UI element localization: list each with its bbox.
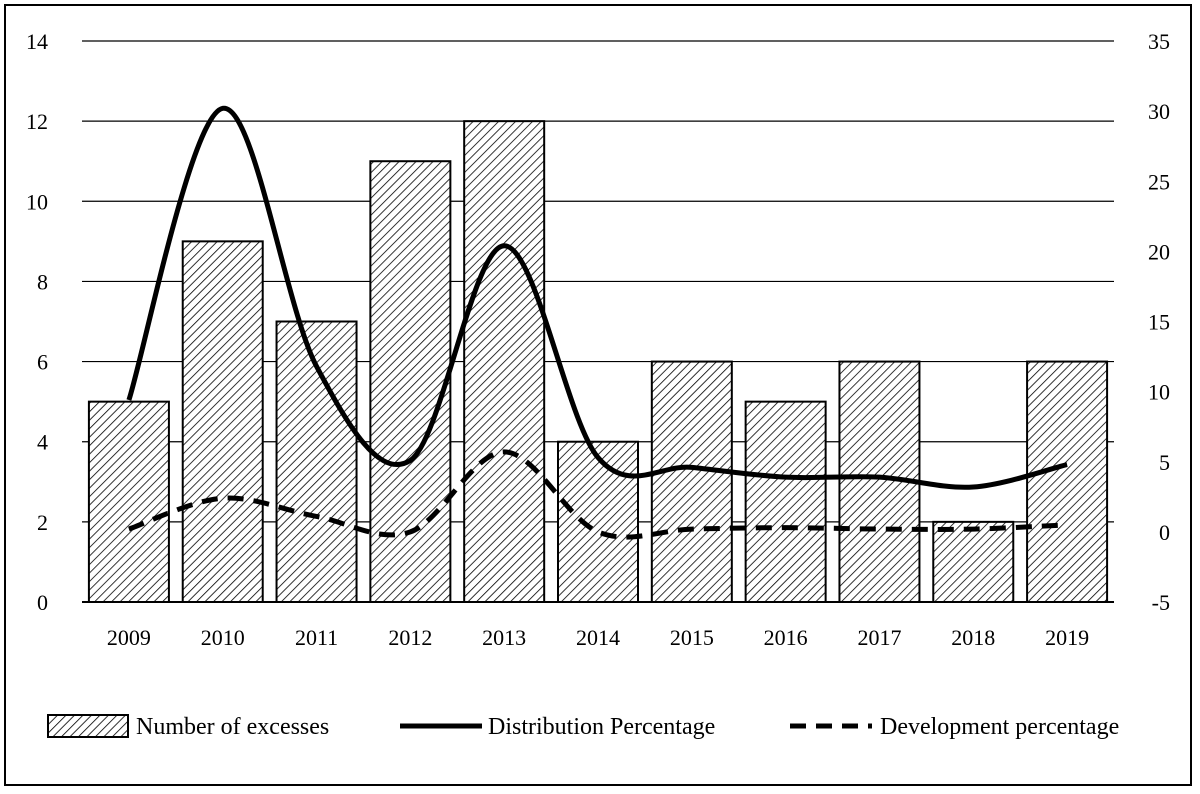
x-tick-label: 2017 xyxy=(857,625,901,650)
lines xyxy=(126,105,1068,540)
bar-2015 xyxy=(650,360,733,604)
bar-2018 xyxy=(932,520,1015,603)
line-distribution-percentage xyxy=(126,105,1068,490)
left-tick-label: 12 xyxy=(26,109,48,134)
x-tick-label: 2011 xyxy=(295,625,338,650)
x-tick-label: 2019 xyxy=(1045,625,1089,650)
right-tick-label: 20 xyxy=(1148,239,1170,264)
x-tick-label: 2014 xyxy=(576,625,620,650)
legend-label-bars: Number of excesses xyxy=(136,714,329,740)
bar-2016 xyxy=(744,400,827,603)
right-axis-ticks: -5 0 5 10 15 20 25 30 35 xyxy=(1148,29,1170,615)
right-tick-label: 5 xyxy=(1159,450,1170,475)
x-tick-label: 2013 xyxy=(482,625,526,650)
right-tick-label: 15 xyxy=(1148,310,1170,335)
x-tick-label: 2018 xyxy=(951,625,995,650)
right-tick-label: -5 xyxy=(1152,590,1170,615)
legend-swatch-bars xyxy=(47,714,129,738)
x-tick-label: 2012 xyxy=(388,625,432,650)
left-tick-label: 6 xyxy=(37,350,48,375)
x-tick-label: 2016 xyxy=(764,625,808,650)
bar-2013 xyxy=(463,120,546,604)
bar-2009 xyxy=(87,400,170,603)
legend-label-solid-line: Distribution Percentage xyxy=(488,714,715,740)
bar-2010 xyxy=(181,240,264,603)
right-tick-label: 25 xyxy=(1148,169,1170,194)
left-axis-ticks: 0 2 4 6 8 10 12 14 xyxy=(26,29,48,615)
bars xyxy=(87,120,1109,604)
legend-label-dashed-line: Development percentage xyxy=(880,714,1119,740)
right-tick-label: 35 xyxy=(1148,29,1170,54)
legend: Number of excesses Distribution Percenta… xyxy=(47,714,1119,740)
x-tick-label: 2009 xyxy=(107,625,151,650)
left-tick-label: 4 xyxy=(37,430,48,455)
left-tick-label: 14 xyxy=(26,29,48,54)
bar-2019 xyxy=(1026,360,1109,604)
right-tick-label: 30 xyxy=(1148,99,1170,124)
right-tick-label: 10 xyxy=(1148,380,1170,405)
left-tick-label: 10 xyxy=(26,189,48,214)
bar-2011 xyxy=(275,320,358,603)
left-tick-label: 2 xyxy=(37,510,48,535)
bar-2014 xyxy=(557,440,639,604)
x-axis-ticks: 2009 2010 2011 2012 2013 2014 2015 2016 2017 2018… xyxy=(107,625,1089,650)
x-tick-label: 2015 xyxy=(670,625,714,650)
left-tick-label: 8 xyxy=(37,269,48,294)
right-tick-label: 0 xyxy=(1159,520,1170,545)
line-development-percentage xyxy=(128,449,1068,540)
x-tick-label: 2010 xyxy=(201,625,245,650)
bar-2012 xyxy=(369,160,452,603)
left-tick-label: 0 xyxy=(37,590,48,615)
